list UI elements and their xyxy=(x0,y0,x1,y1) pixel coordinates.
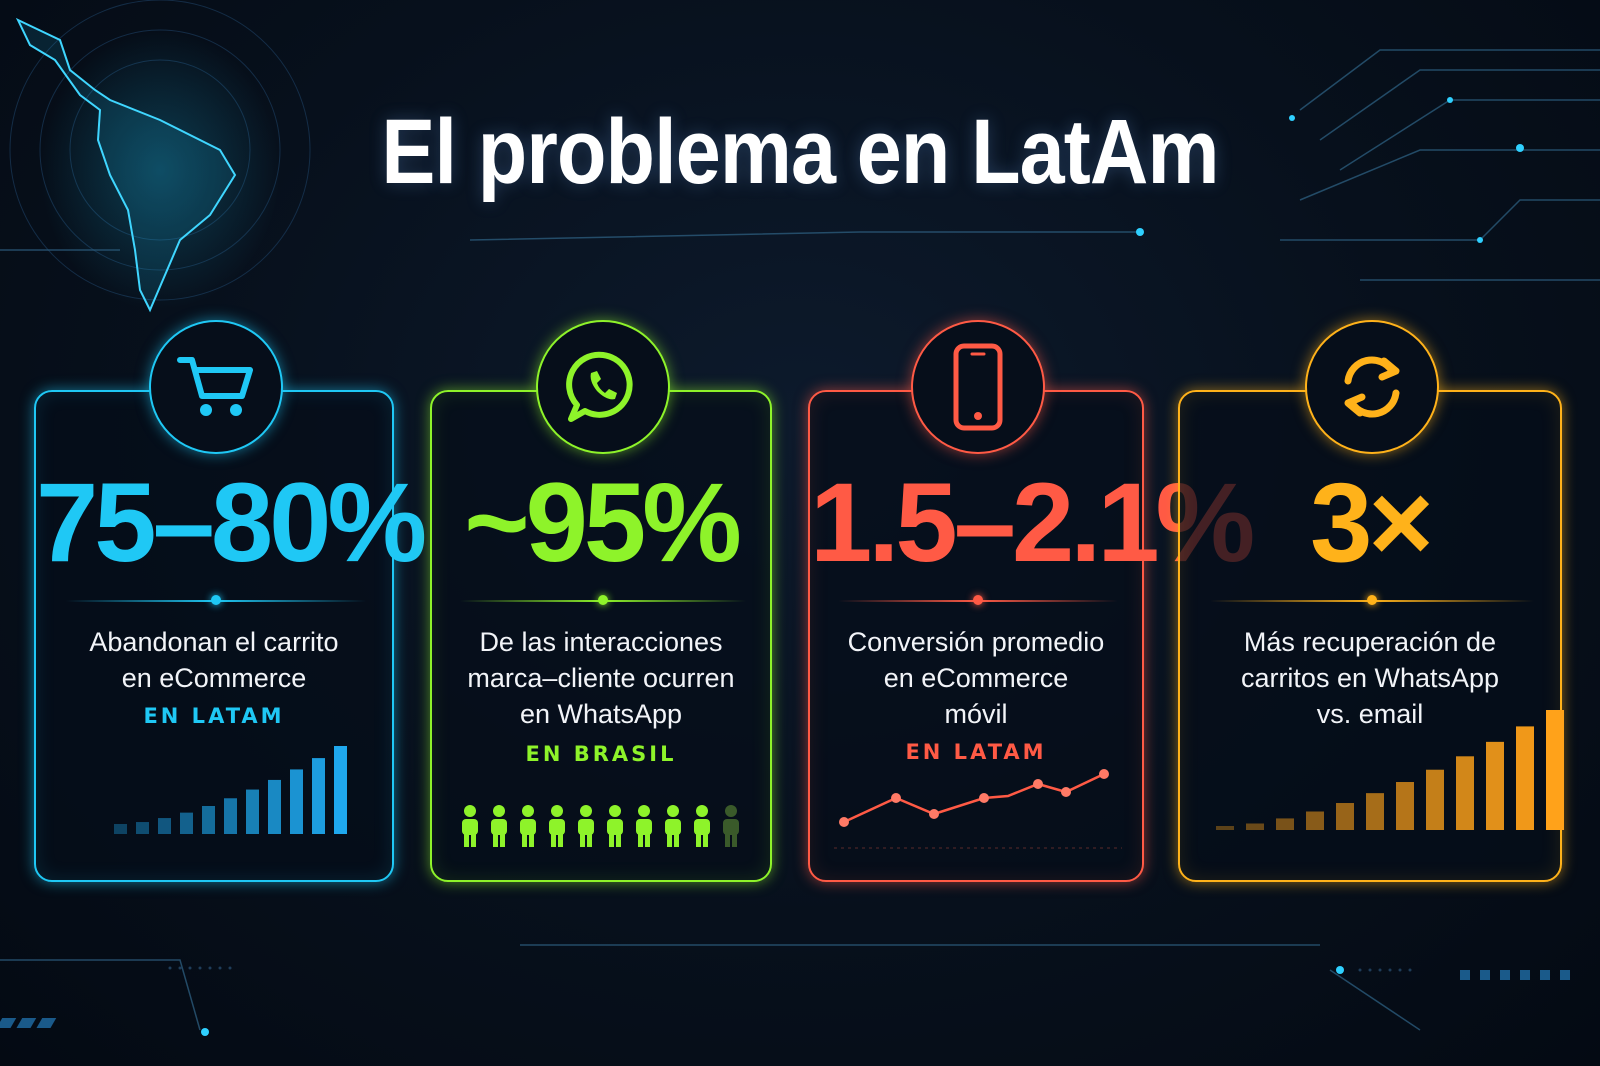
description-line: en eCommerce xyxy=(121,663,307,693)
decor-bar xyxy=(136,822,149,834)
region-label: EN BRASIL xyxy=(525,742,677,766)
divider-dot xyxy=(598,595,608,605)
person-icon xyxy=(636,805,652,847)
description-line: en WhatsApp xyxy=(519,699,683,729)
stat-card-cart-abandonment: 75–80% Abandonan el carrito en eCommerce… xyxy=(34,320,427,882)
decor-bar xyxy=(1516,726,1534,830)
stat-description: Abandonan el carrito en eCommerce xyxy=(46,624,382,696)
decor-bar xyxy=(290,769,303,834)
description-line: De las interacciones xyxy=(479,627,723,657)
line-chart-decoration xyxy=(834,769,1122,849)
refresh-icon xyxy=(1305,320,1439,454)
description-line: móvil xyxy=(944,699,1008,729)
description-line: en eCommerce xyxy=(883,663,1069,693)
decor-bar xyxy=(334,746,347,834)
divider-dot xyxy=(211,595,221,605)
decor-bar xyxy=(1216,826,1234,830)
decor-point xyxy=(1099,769,1109,779)
decor-bar xyxy=(312,758,325,834)
decor-bar xyxy=(1456,756,1474,830)
decor-point xyxy=(929,809,939,819)
person-icon xyxy=(549,805,565,847)
divider-dot xyxy=(1367,595,1377,605)
shopping-cart-icon xyxy=(149,320,283,454)
person-icon xyxy=(607,805,623,847)
description-line: carritos en WhatsApp xyxy=(1240,663,1500,693)
decor-bar xyxy=(246,789,259,834)
stat-card-mobile-conversion: 1.5–2.1% Conversión promedio en eCommerc… xyxy=(808,320,1255,882)
bar-chart-decoration xyxy=(1216,710,1564,830)
decor-bar xyxy=(268,779,281,834)
description-line: marca–cliente ocurren xyxy=(467,663,735,693)
decor-bar xyxy=(1246,823,1264,830)
decor-bar xyxy=(1426,769,1444,830)
description-line: vs. email xyxy=(1316,699,1424,729)
bar-chart-decoration xyxy=(114,746,347,834)
decor-bar xyxy=(180,812,193,834)
decor-bar xyxy=(1306,811,1324,830)
decor-bar xyxy=(1486,741,1504,830)
region-label: EN LATAM xyxy=(143,704,285,728)
stat-description: Más recuperación de carritos en WhatsApp… xyxy=(1190,624,1550,732)
stat-value: 75–80% xyxy=(36,460,427,585)
person-icon xyxy=(694,805,710,847)
decor-bar xyxy=(1336,803,1354,830)
person-icon xyxy=(491,805,507,847)
decor-bar xyxy=(1546,710,1564,830)
decor-point xyxy=(839,817,849,827)
decor-point xyxy=(1033,779,1043,789)
person-icon xyxy=(462,805,478,847)
whatsapp-icon xyxy=(536,320,670,454)
divider-dot xyxy=(973,595,983,605)
decor-bar xyxy=(1366,793,1384,830)
decor-point xyxy=(1061,787,1071,797)
decor-bar xyxy=(224,798,237,834)
decor-bar xyxy=(1396,782,1414,830)
decor-bar xyxy=(202,805,215,834)
decor-bar xyxy=(158,818,171,834)
person-icon xyxy=(723,805,739,847)
stat-card-cart-recovery: 3× Más recuperación de carritos en Whats… xyxy=(1178,320,1564,882)
person-icon xyxy=(578,805,594,847)
decor-point xyxy=(979,793,989,803)
person-icon xyxy=(665,805,681,847)
latin-america-map-icon xyxy=(15,17,280,313)
stat-value: ~95% xyxy=(464,460,742,585)
description-line: Abandonan el carrito xyxy=(89,627,339,657)
stat-description: De las interacciones marca–cliente ocurr… xyxy=(442,624,760,732)
stat-description: Conversión promedio en eCommerce móvil xyxy=(820,624,1132,732)
description-line: Más recuperación de xyxy=(1243,627,1497,657)
decor-bar xyxy=(114,824,127,834)
page-title: El problema en LatAm xyxy=(381,101,1219,203)
decor-bar xyxy=(1276,818,1294,830)
region-label: EN LATAM xyxy=(905,740,1047,764)
decor-point xyxy=(891,793,901,803)
description-line: Conversión promedio xyxy=(847,627,1105,657)
stat-value: 3× xyxy=(1310,460,1434,585)
smartphone-icon xyxy=(911,320,1045,454)
person-icon xyxy=(520,805,536,847)
decor-line xyxy=(843,772,1105,824)
stat-card-whatsapp-interactions: ~95% De las interacciones marca–cliente … xyxy=(430,320,772,882)
